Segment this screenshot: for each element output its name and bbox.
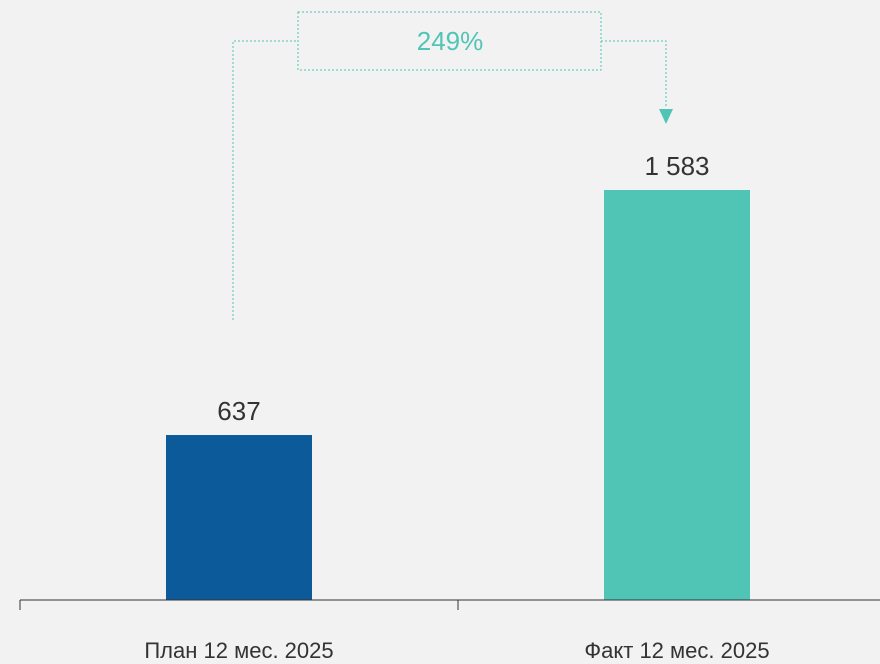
annotation-text: 249% [417, 26, 484, 56]
x-tick-label: План 12 мес. 2025 [144, 638, 333, 663]
arrow-head [659, 109, 673, 124]
bar [166, 435, 312, 600]
connector [601, 40, 667, 108]
value-label: 637 [217, 396, 260, 426]
x-tick-label: Факт 12 мес. 2025 [584, 638, 769, 663]
connector [232, 40, 298, 320]
annotation: 249% [232, 11, 673, 320]
bar [604, 190, 750, 601]
value-label: 1 583 [644, 151, 709, 181]
